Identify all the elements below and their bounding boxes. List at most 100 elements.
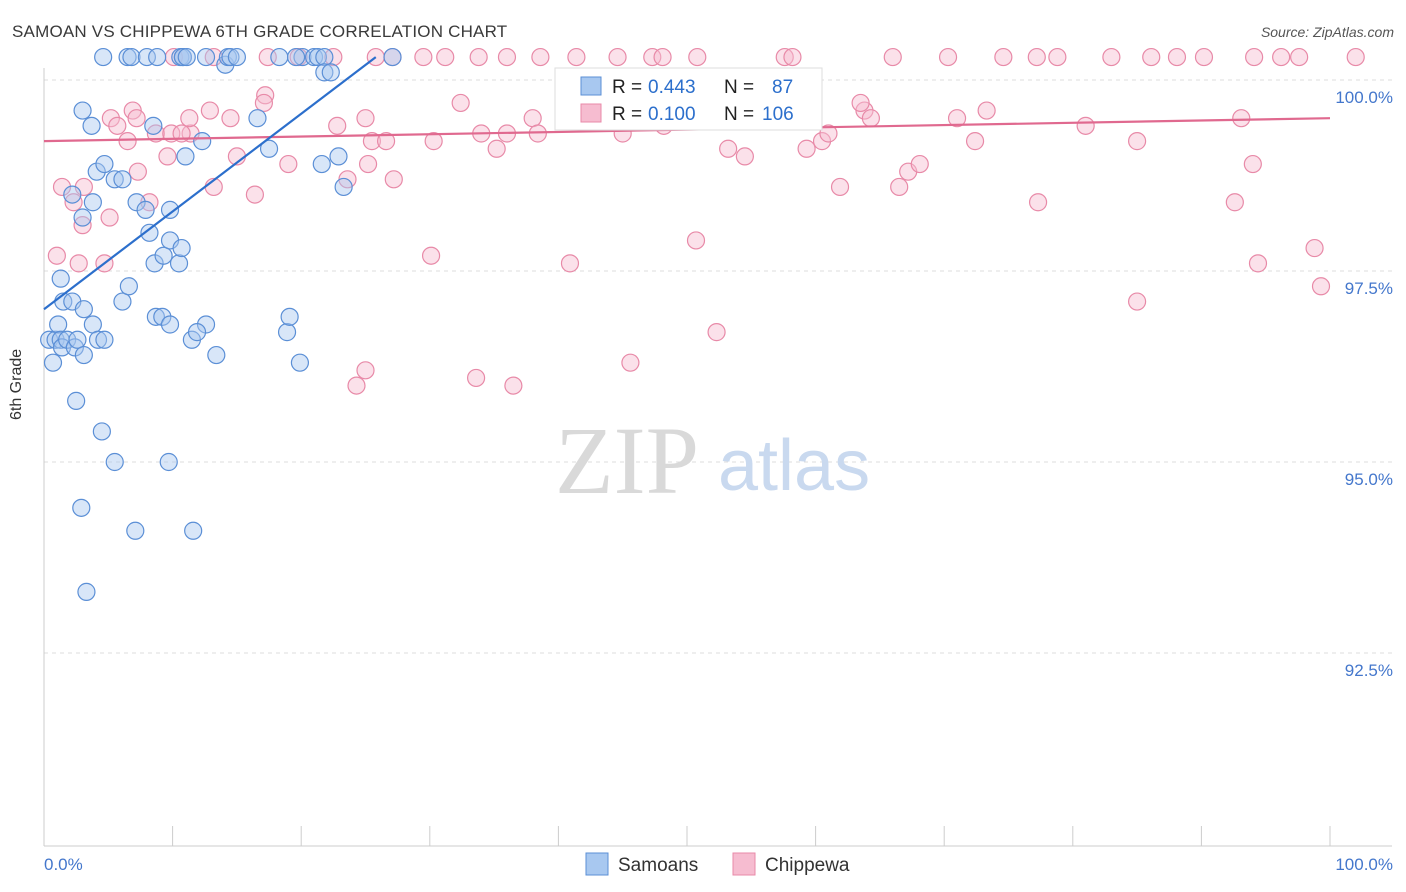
watermark: ZIP atlas: [555, 407, 870, 514]
samoans-point: [83, 315, 102, 334]
samoans-point: [68, 330, 87, 349]
samoans-trend-line: [43, 56, 377, 311]
stats-n-value: 87: [772, 77, 793, 98]
chippewa-point: [64, 193, 83, 212]
chippewa-point: [994, 47, 1013, 67]
legend-swatch-samoans: [585, 852, 609, 876]
samoans-point: [140, 223, 159, 242]
samoans-point: [160, 200, 180, 219]
samoans-point: [72, 498, 91, 517]
legend-label-chippewa: Chippewa: [765, 855, 850, 876]
chippewa-point: [812, 132, 832, 151]
samoans-point: [312, 154, 331, 174]
samoans-point: [113, 170, 132, 189]
chippewa-point: [424, 132, 443, 151]
chippewa-point: [384, 170, 403, 189]
samoans-point: [184, 521, 203, 540]
samoans-point: [177, 47, 196, 67]
chippewa-point: [1194, 47, 1214, 67]
samoans-point: [153, 307, 172, 326]
chippewa-point: [1142, 47, 1161, 67]
samoans-point: [160, 315, 180, 334]
chippewa-point: [356, 361, 375, 380]
samoans-point: [136, 200, 155, 219]
chippewa-point: [52, 177, 72, 197]
chippewa-point: [127, 109, 146, 128]
stats-r-value: 0.100: [648, 104, 696, 125]
samoans-point: [105, 170, 124, 189]
samoans-point: [334, 177, 353, 197]
samoans-point: [383, 47, 402, 67]
legend-label-samoans: Samoans: [618, 855, 698, 876]
stats-n-label: N =: [724, 77, 754, 98]
chippewa-point: [487, 139, 506, 158]
watermark-atlas: atlas: [718, 426, 870, 506]
chippewa-point: [560, 254, 580, 273]
samoans-point: [221, 47, 240, 67]
grid-lines: [44, 79, 1392, 654]
chippewa-point: [436, 47, 455, 67]
samoans-point: [173, 47, 192, 67]
chippewa-point: [69, 254, 88, 273]
samoans-point: [126, 521, 145, 540]
samoans-point: [122, 47, 141, 67]
chippewa-point: [73, 216, 92, 235]
chippewa-point: [910, 154, 929, 174]
stats-r-label: R =: [612, 77, 642, 98]
samoans-point: [227, 47, 246, 67]
chippewa-point: [1290, 47, 1309, 67]
samoans-point: [73, 101, 92, 120]
samoans-point: [159, 452, 178, 472]
chippewa-point: [1225, 193, 1244, 212]
samoans-point: [63, 185, 82, 204]
chippewa-point: [707, 323, 726, 342]
samoans-point: [329, 147, 348, 166]
chippewa-point: [719, 139, 738, 158]
samoans-point: [95, 154, 114, 174]
y-tick-label: 100.0%: [1335, 88, 1393, 107]
samoans-point: [51, 269, 70, 288]
chippewa-point: [523, 109, 542, 128]
samoans-point: [43, 353, 63, 372]
samoans-point: [315, 47, 334, 67]
chippewa-point: [1127, 132, 1147, 151]
chippewa-point: [735, 147, 754, 166]
chippewa-point: [1076, 116, 1095, 135]
chippewa-point: [504, 376, 523, 395]
chippewa-point: [1305, 238, 1324, 258]
samoans-point: [304, 47, 324, 67]
stats-n-value: 106: [762, 104, 794, 125]
chippewa-point: [328, 116, 347, 135]
samoans-points: [40, 47, 402, 601]
chippewa-point: [1346, 47, 1365, 67]
chippewa-point: [775, 47, 794, 67]
samoans-point: [308, 47, 328, 67]
samoans-point: [94, 47, 113, 67]
samoans-point: [321, 63, 340, 82]
samoans-point: [74, 345, 93, 365]
samoans-point: [73, 208, 92, 227]
chippewa-point: [531, 47, 550, 67]
samoans-point: [77, 582, 96, 601]
samoans-point: [119, 277, 138, 296]
stats-r-label: R =: [612, 104, 642, 125]
samoans-point: [270, 47, 289, 67]
chippewa-point: [451, 93, 470, 113]
chippewa-point: [608, 47, 627, 67]
samoans-point: [88, 330, 108, 349]
chippewa-point: [158, 147, 177, 166]
chippewa-point: [819, 124, 838, 143]
samoans-point: [74, 300, 93, 319]
samoans-point: [172, 238, 191, 258]
samoans-point: [148, 47, 167, 67]
chippewa-point: [1311, 277, 1331, 296]
chippewa-point: [1243, 154, 1262, 174]
samoans-point: [137, 47, 156, 67]
samoans-point: [187, 323, 207, 342]
stats-swatch-chippewa: [580, 103, 602, 123]
stats-r-value: 0.443: [648, 77, 696, 98]
stats-legend: R = 0.443 N = 87 R = 0.100 N = 106: [554, 67, 823, 131]
samoans-point: [49, 315, 68, 334]
chippewa-point: [358, 154, 378, 174]
